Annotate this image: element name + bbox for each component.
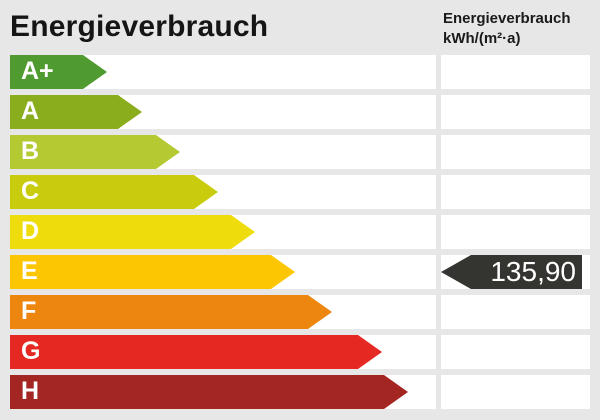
class-arrow: F (10, 295, 332, 329)
class-cell: C (10, 175, 436, 209)
unit-header-line2: kWh/(m²·a) (443, 30, 521, 47)
class-label: F (21, 296, 37, 325)
value-text: 135,90 (490, 256, 576, 287)
scale-row: D (0, 215, 600, 249)
value-cell (441, 215, 590, 249)
class-arrow: D (10, 215, 255, 249)
class-label: D (21, 216, 40, 245)
class-label: H (21, 376, 40, 405)
class-cell: F (10, 295, 436, 329)
value-cell (441, 295, 590, 329)
class-arrow: H (10, 375, 408, 409)
class-arrow: E (10, 255, 295, 289)
class-label: B (21, 136, 40, 165)
value-cell (441, 375, 590, 409)
class-label: A (21, 96, 40, 125)
class-label: E (21, 256, 38, 285)
class-label: C (21, 176, 40, 205)
value-cell (441, 135, 590, 169)
class-cell: B (10, 135, 436, 169)
energy-scale: A+ A B C (0, 55, 600, 415)
scale-row: C (0, 175, 600, 209)
class-cell: E (10, 255, 436, 289)
scale-row: A (0, 95, 600, 129)
unit-header: Energieverbrauch kWh/(m²·a) (443, 9, 571, 49)
scale-row: E 135,90 (0, 255, 600, 289)
value-badge: 135,90 (441, 255, 582, 289)
class-arrow: G (10, 335, 382, 369)
scale-row: A+ (0, 55, 600, 89)
value-cell (441, 95, 590, 129)
unit-header-line1: Energieverbrauch (443, 10, 571, 27)
scale-row: B (0, 135, 600, 169)
value-cell (441, 335, 590, 369)
class-label: A+ (21, 56, 54, 85)
class-label: G (21, 336, 41, 365)
value-cell (441, 175, 590, 209)
class-cell: A (10, 95, 436, 129)
class-arrow: A+ (10, 55, 107, 89)
scale-row: F (0, 295, 600, 329)
page-title: Energieverbrauch (10, 10, 269, 43)
class-arrow: A (10, 95, 142, 129)
class-cell: H (10, 375, 436, 409)
class-cell: A+ (10, 55, 436, 89)
scale-row: H (0, 375, 600, 409)
value-cell: 135,90 (441, 255, 590, 289)
class-arrow: C (10, 175, 218, 209)
scale-row: G (0, 335, 600, 369)
class-cell: D (10, 215, 436, 249)
value-cell (441, 55, 590, 89)
class-arrow: B (10, 135, 180, 169)
class-cell: G (10, 335, 436, 369)
